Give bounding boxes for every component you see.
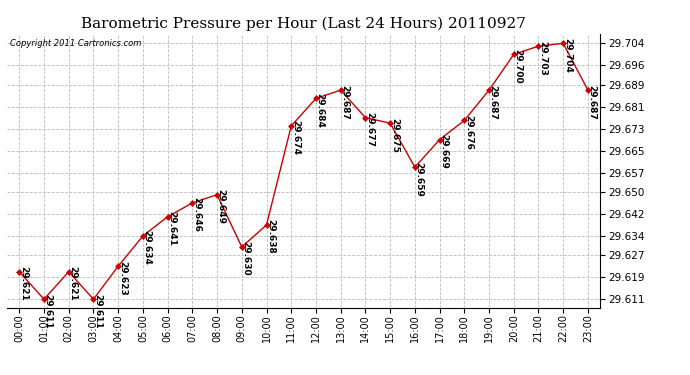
Text: 29.659: 29.659 bbox=[415, 162, 424, 196]
Text: 29.621: 29.621 bbox=[68, 266, 77, 301]
Text: 29.676: 29.676 bbox=[464, 115, 473, 150]
Text: 29.649: 29.649 bbox=[217, 189, 226, 224]
Title: Barometric Pressure per Hour (Last 24 Hours) 20110927: Barometric Pressure per Hour (Last 24 Ho… bbox=[81, 17, 526, 31]
Text: 29.638: 29.638 bbox=[266, 219, 275, 254]
Text: 29.700: 29.700 bbox=[513, 49, 522, 84]
Text: 29.675: 29.675 bbox=[390, 118, 399, 153]
Text: 29.684: 29.684 bbox=[315, 93, 324, 128]
Text: 29.611: 29.611 bbox=[43, 294, 52, 328]
Text: 29.630: 29.630 bbox=[241, 242, 250, 276]
Text: 29.674: 29.674 bbox=[291, 120, 300, 155]
Text: 29.687: 29.687 bbox=[588, 85, 597, 120]
Text: Copyright 2011 Cartronics.com: Copyright 2011 Cartronics.com bbox=[10, 39, 141, 48]
Text: 29.634: 29.634 bbox=[143, 230, 152, 265]
Text: 29.704: 29.704 bbox=[563, 38, 572, 73]
Text: 29.687: 29.687 bbox=[340, 85, 349, 120]
Text: 29.611: 29.611 bbox=[93, 294, 102, 328]
Text: 29.687: 29.687 bbox=[489, 85, 497, 120]
Text: 29.623: 29.623 bbox=[118, 261, 127, 296]
Text: 29.621: 29.621 bbox=[19, 266, 28, 301]
Text: 29.641: 29.641 bbox=[167, 211, 176, 246]
Text: 29.669: 29.669 bbox=[440, 134, 449, 169]
Text: 29.646: 29.646 bbox=[192, 197, 201, 232]
Text: 29.703: 29.703 bbox=[538, 40, 547, 75]
Text: 29.677: 29.677 bbox=[365, 112, 374, 147]
